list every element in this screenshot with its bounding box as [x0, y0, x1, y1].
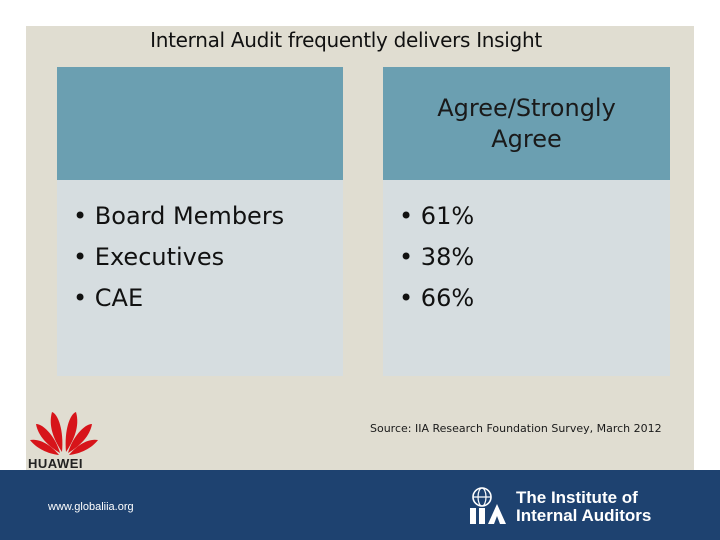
table-header-agree: Agree/Strongly Agree — [383, 67, 670, 180]
groups-cell: Board Members Executives CAE — [57, 180, 343, 376]
iia-org-name-line1: The Institute of — [516, 488, 638, 507]
huawei-logo-text: HUAWEI — [28, 456, 83, 471]
table-header-agree-label: Agree/Strongly Agree — [437, 93, 616, 153]
list-item-group: Executives — [73, 237, 343, 278]
list-item-group: CAE — [73, 278, 343, 319]
list-item-group: Board Members — [73, 196, 343, 237]
iia-org-name: The Institute of Internal Auditors — [516, 489, 651, 525]
footer-bar — [0, 470, 720, 540]
list-item-value: 66% — [399, 278, 670, 319]
iia-org-name-line2: Internal Auditors — [516, 506, 652, 525]
table-header-left — [57, 67, 343, 180]
values-list: 61% 38% 66% — [383, 180, 670, 319]
list-item-value: 38% — [399, 237, 670, 278]
slide-title: Internal Audit frequently delivers Insig… — [150, 28, 542, 52]
list-item-value: 61% — [399, 196, 670, 237]
footer-url: www.globaliia.org — [48, 501, 134, 513]
source-note: Source: IIA Research Foundation Survey, … — [370, 422, 662, 435]
huawei-logo-icon — [30, 412, 98, 455]
values-cell: 61% 38% 66% — [383, 180, 670, 376]
groups-list: Board Members Executives CAE — [57, 180, 343, 319]
iia-globe-logo-icon — [470, 487, 506, 524]
